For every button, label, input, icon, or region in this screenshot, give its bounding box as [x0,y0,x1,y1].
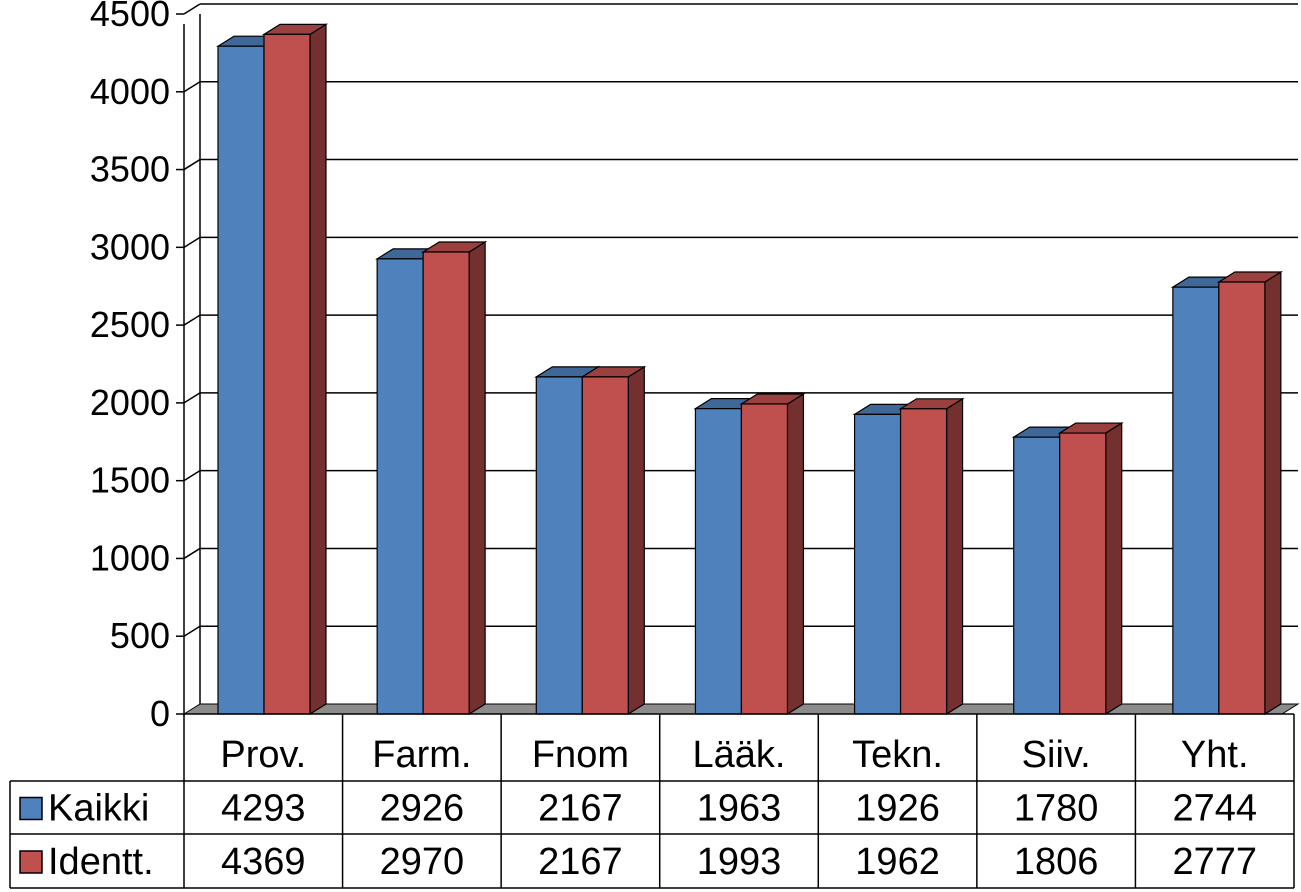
data-value-label: 2970 [380,841,465,883]
data-value-label: 1962 [855,841,940,883]
bar [263,33,311,715]
gridline-side [183,314,201,326]
data-value-label: 1993 [697,841,782,883]
data-value-label: 4293 [221,788,306,830]
bar-side [627,365,645,716]
y-tick-label: 1000 [90,537,170,578]
y-tick-label: 3000 [90,226,170,267]
data-value-label: 1963 [697,788,782,830]
legend-swatch [19,850,43,874]
legend-swatch [19,796,43,821]
legend-label: Kaikki [48,788,149,830]
data-value-label: 2744 [1172,788,1257,830]
bar [1059,432,1107,715]
category-label: Prov. [220,734,306,776]
data-value-label: 2167 [538,841,623,883]
y-axis: 0 500 1000 1500 2000 2500 3000 3500 4000 4500 [90,0,184,734]
gridline-side [183,158,201,171]
y-tick-label: 4500 [90,0,170,34]
data-value-label: 4369 [221,841,306,883]
bar [1172,286,1220,715]
category-label: Lääk. [693,734,786,776]
category-label: Tekn. [852,734,943,776]
bar [376,258,424,715]
bar-side [309,23,327,716]
data-value-label: 1926 [855,788,940,830]
bar [535,376,583,715]
bar-side [945,397,964,716]
gridline-side [183,392,201,404]
category-label: Farm. [372,734,471,776]
gridline-side [183,625,201,637]
bar [853,413,902,715]
category-label: Fnom [532,734,629,776]
category-label: Yht. [1181,734,1249,776]
legend-label: Identt. [48,841,154,883]
bar [1218,281,1266,715]
bar [581,376,629,715]
gridline-side [183,3,201,15]
bar-side [1264,270,1282,716]
bar-side [786,392,805,716]
bar [217,45,265,715]
data-value-label: 2167 [538,788,623,830]
gridline-side [183,81,201,93]
data-value-label: 2777 [1172,841,1257,883]
bars [215,23,1283,716]
bar [740,403,789,715]
y-tick-label: 1500 [90,460,170,501]
category-label: Siiv. [1022,734,1091,776]
bar [1013,436,1061,715]
bar [422,251,470,715]
data-value-label: 2926 [380,788,465,830]
data-value-label: 1806 [1014,841,1099,883]
bar [694,408,743,715]
data-table: Prov. Farm. Fnom Lääk. Tekn. Siiv. Yht. Kaikki 4… [9,713,1295,889]
bar-side [468,240,486,716]
y-tick-label: 2000 [90,382,170,423]
gridline-side [183,470,201,482]
y-tick-label: 4000 [90,71,170,112]
data-value-label: 1780 [1014,788,1099,830]
gridline-side [183,236,201,248]
bar-side [1105,421,1123,716]
y-tick-label: 2500 [90,304,170,345]
y-tick-label: 3500 [90,149,170,190]
y-tick-label: 500 [110,615,170,656]
gridline-side [183,547,201,560]
bar [899,408,948,715]
y-tick-label: 0 [150,693,170,734]
